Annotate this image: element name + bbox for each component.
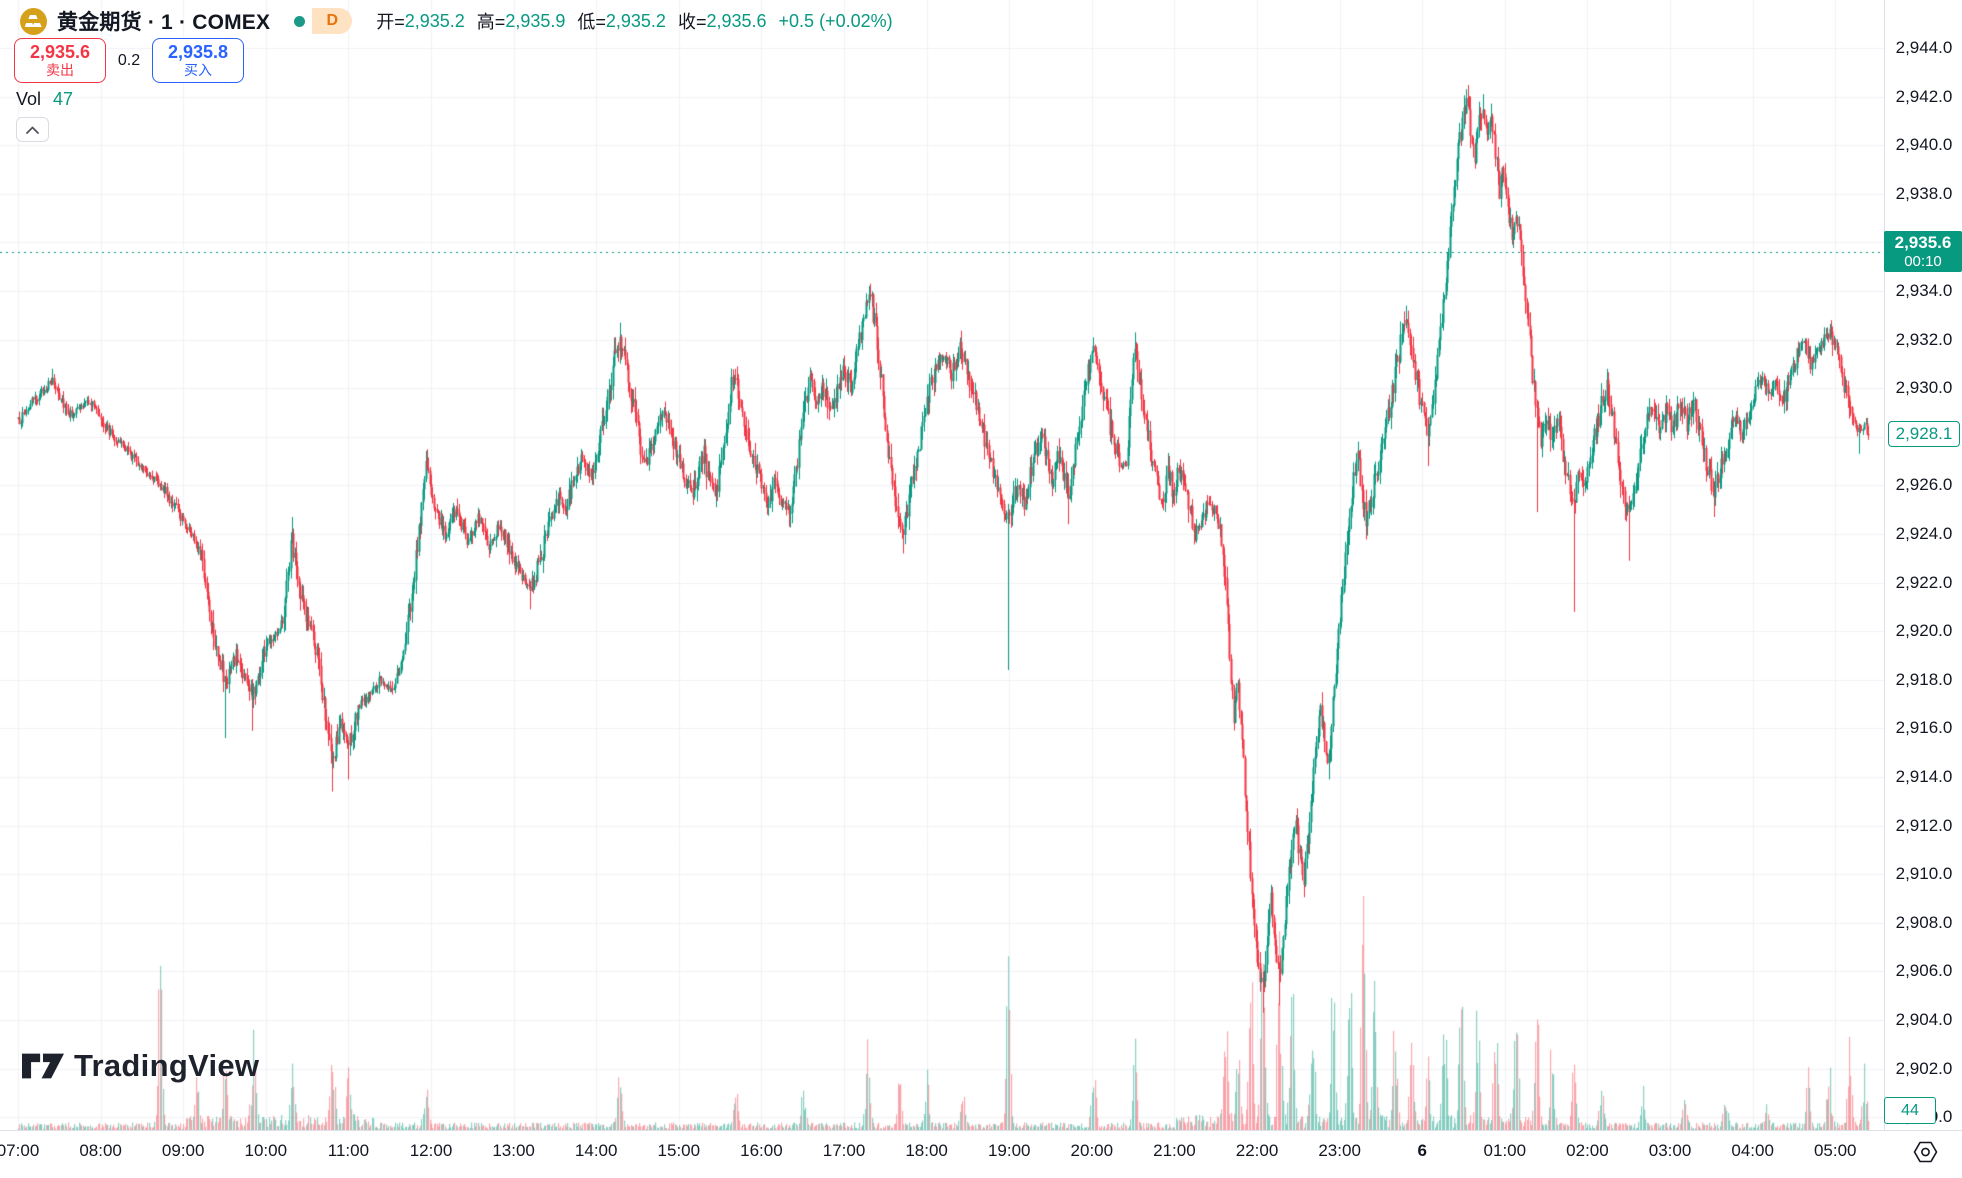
collapse-panel-button[interactable] — [16, 117, 49, 142]
low-label: 低= — [577, 12, 606, 32]
time-tick-label: 19:00 — [987, 1141, 1031, 1160]
time-tick-label: 10:00 — [244, 1141, 288, 1160]
symbol-title[interactable]: 黄金期货 · 1 · COMEX — [57, 11, 271, 34]
high-value: 2,935.9 — [505, 10, 566, 31]
price-tick-label: 2,938.0 — [1895, 183, 1953, 203]
open-label: 开= — [376, 12, 405, 32]
price-tick-label: 2,906.0 — [1895, 961, 1953, 981]
price-tick-label: 2,912.0 — [1895, 815, 1953, 835]
gold-futures-icon — [20, 7, 47, 35]
last-price-value: 2,935.6 — [1894, 233, 1952, 253]
volume-indicator-row: Vol 47 — [16, 89, 73, 110]
sell-button[interactable]: 2,935.6 卖出 — [14, 38, 106, 83]
time-tick-label: 05:00 — [1813, 1141, 1857, 1160]
price-tick-label: 2,940.0 — [1895, 135, 1953, 155]
time-tick-label: 15:00 — [657, 1141, 701, 1160]
chart-header: 黄金期货 · 1 · COMEX D 开= 2,935.2 高= 2,935.9 低… — [20, 6, 893, 36]
price-tick-label: 2,932.0 — [1895, 329, 1953, 349]
tradingview-watermark[interactable]: TradingView — [22, 1048, 259, 1084]
price-axis[interactable]: 2,944.02,942.02,940.02,938.02,936.02,934… — [1884, 0, 1962, 1130]
price-tick-label: 2,924.0 — [1895, 524, 1953, 543]
sell-label: 卖出 — [46, 61, 74, 78]
price-tick-label: 2,930.0 — [1895, 378, 1953, 398]
time-tick-label: 22:00 — [1235, 1141, 1279, 1160]
sell-price: 2,935.6 — [29, 41, 91, 62]
time-axis[interactable]: 07:00 08:00 09:00 10:00 11:00 12:00 13:00 14:00… — [0, 1130, 1962, 1178]
spread-value: 0.2 — [117, 51, 141, 69]
time-tick-label: 01:00 — [1483, 1141, 1527, 1160]
price-tick-label: 2,904.0 — [1895, 1010, 1953, 1029]
time-tick-label: 02:00 — [1566, 1141, 1609, 1160]
price-tick-label: 2,934.0 — [1895, 281, 1953, 300]
price-tick-label: 2,910.0 — [1895, 864, 1953, 884]
last-price-badge: 2,935.6 00:10 — [1884, 231, 1962, 273]
time-tick-label: 18:00 — [905, 1141, 948, 1160]
time-tick-label: 20:00 — [1070, 1141, 1114, 1160]
buy-button[interactable]: 2,935.8 买入 — [152, 38, 244, 83]
bar-countdown: 00:10 — [1904, 253, 1942, 271]
trade-panel: 2,935.6 卖出 0.2 2,935.8 买入 — [14, 38, 244, 83]
price-tick-label: 2,908.0 — [1895, 912, 1953, 932]
buy-price: 2,935.8 — [167, 41, 229, 62]
price-tick-label: 2,916.0 — [1895, 718, 1953, 738]
close-value: 2,935.6 — [706, 10, 767, 31]
time-tick-label: 6 — [1417, 1141, 1427, 1160]
time-tick-label: 23:00 — [1318, 1141, 1361, 1160]
change-value: +0.5 (+0.02%) — [778, 10, 893, 31]
close-label: 收= — [677, 12, 707, 32]
low-value: 2,935.2 — [605, 10, 666, 31]
buy-label: 买入 — [184, 61, 212, 78]
price-tick-label: 2,922.0 — [1895, 572, 1953, 592]
tradingview-logo-icon — [22, 1053, 64, 1079]
time-tick-label: 09:00 — [161, 1141, 205, 1160]
time-tick-label: 11:00 — [327, 1141, 370, 1160]
time-tick-label: 16:00 — [740, 1141, 783, 1160]
market-status-dot-icon[interactable] — [286, 8, 313, 34]
time-tick-label: 03:00 — [1648, 1141, 1692, 1160]
tradingview-logo-text: TradingView — [74, 1048, 260, 1083]
ohlc-readout: 开= 2,935.2 高= 2,935.9 低= 2,935.2 收= 2,935.6 … — [376, 8, 892, 34]
high-label: 高= — [476, 12, 506, 32]
price-tick-label: 2,944.0 — [1895, 38, 1953, 57]
price-tick-label: 2,942.0 — [1895, 86, 1953, 106]
volume-value: 47 — [53, 89, 74, 109]
time-tick-label: 04:00 — [1731, 1141, 1774, 1160]
time-tick-label: 07:00 — [0, 1141, 40, 1160]
time-tick-label: 08:00 — [79, 1141, 122, 1160]
time-tick-label: 21:00 — [1153, 1141, 1196, 1160]
time-tick-label: 13:00 — [492, 1141, 535, 1160]
time-tick-label: 14:00 — [574, 1141, 618, 1160]
price-tick-label: 2,926.0 — [1895, 475, 1953, 495]
axis-settings-gear-icon[interactable] — [1912, 1140, 1939, 1169]
chevron-up-icon — [26, 126, 39, 134]
market-status: D — [286, 8, 353, 34]
price-tick-label: 2,920.0 — [1895, 621, 1953, 641]
time-tick-label: 17:00 — [822, 1141, 866, 1160]
open-value: 2,935.2 — [404, 10, 465, 31]
volume-label: Vol — [16, 89, 42, 109]
price-tick-label: 2,902.0 — [1895, 1058, 1953, 1078]
interval-badge[interactable]: D — [312, 8, 353, 34]
time-tick-label: 12:00 — [409, 1141, 453, 1160]
volume-axis-badge: 44 — [1884, 1097, 1936, 1124]
price-tick-label: 2,918.0 — [1895, 669, 1953, 689]
last-close-badge: 2,928.1 — [1888, 421, 1960, 448]
price-tick-label: 2,914.0 — [1895, 767, 1953, 786]
